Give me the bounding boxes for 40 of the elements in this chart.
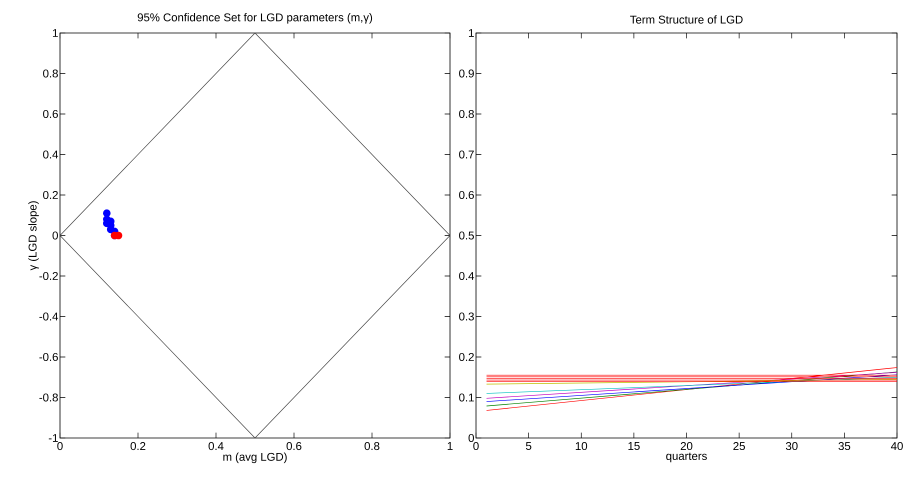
y-tick-label: 0.8 [459,110,474,118]
y-tick-label: -1 [48,434,58,442]
y-tick-label: -0.2 [39,272,58,280]
x-tick-label: 0.2 [130,442,146,450]
y-tick-label: 0 [468,434,474,442]
y-tick-label: 0.3 [459,312,474,321]
x-tick-label: 25 [733,442,745,450]
y-tick-label: 0.4 [43,150,58,159]
y-tick-label: 0.6 [43,110,58,118]
y-tick-label: 0.7 [459,150,474,159]
x-tick-label: 0.4 [208,442,224,450]
y-tick-label: 0.4 [459,272,474,280]
y-tick-label: 1 [468,29,474,37]
x-tick-label: 35 [838,442,850,450]
x-tick-label: 0.6 [286,442,302,450]
x-axis-title: m (avg LGD) [223,452,287,464]
y-tick-label: 0 [52,232,58,240]
y-tick-label: 0.8 [43,70,58,78]
x-tick-label: 40 [890,442,903,450]
y-tick-label: -0.8 [39,393,58,402]
y-tick-label: 0.6 [459,190,474,200]
x-tick-label: 15 [628,442,640,450]
y-axis-title: γ (LGD slope) [28,201,39,270]
chart-title: Term Structure of LGD [630,15,743,24]
y-tick-label: 0.9 [459,69,474,78]
x-tick-label: 5 [526,442,532,450]
x-tick-label: 10 [576,442,588,450]
x-tick-label: 0.8 [364,442,380,450]
x-axis-title: quarters [666,452,707,462]
y-tick-label: 0.5 [459,231,474,240]
y-tick-label: 1 [52,29,58,37]
y-tick-label: 0.1 [459,393,474,402]
y-tick-label: -0.4 [39,312,58,321]
y-tick-label: 0.2 [459,352,474,362]
x-tick-label: 1 [448,442,453,450]
x-tick-label: 30 [786,442,798,450]
y-tick-label: -0.6 [39,353,58,362]
chart-title: 95% Confidence Set for LGD parameters (m,γ) [138,13,372,24]
x-tick-label: 20 [680,442,692,450]
y-tick-label: 0.2 [43,190,58,200]
